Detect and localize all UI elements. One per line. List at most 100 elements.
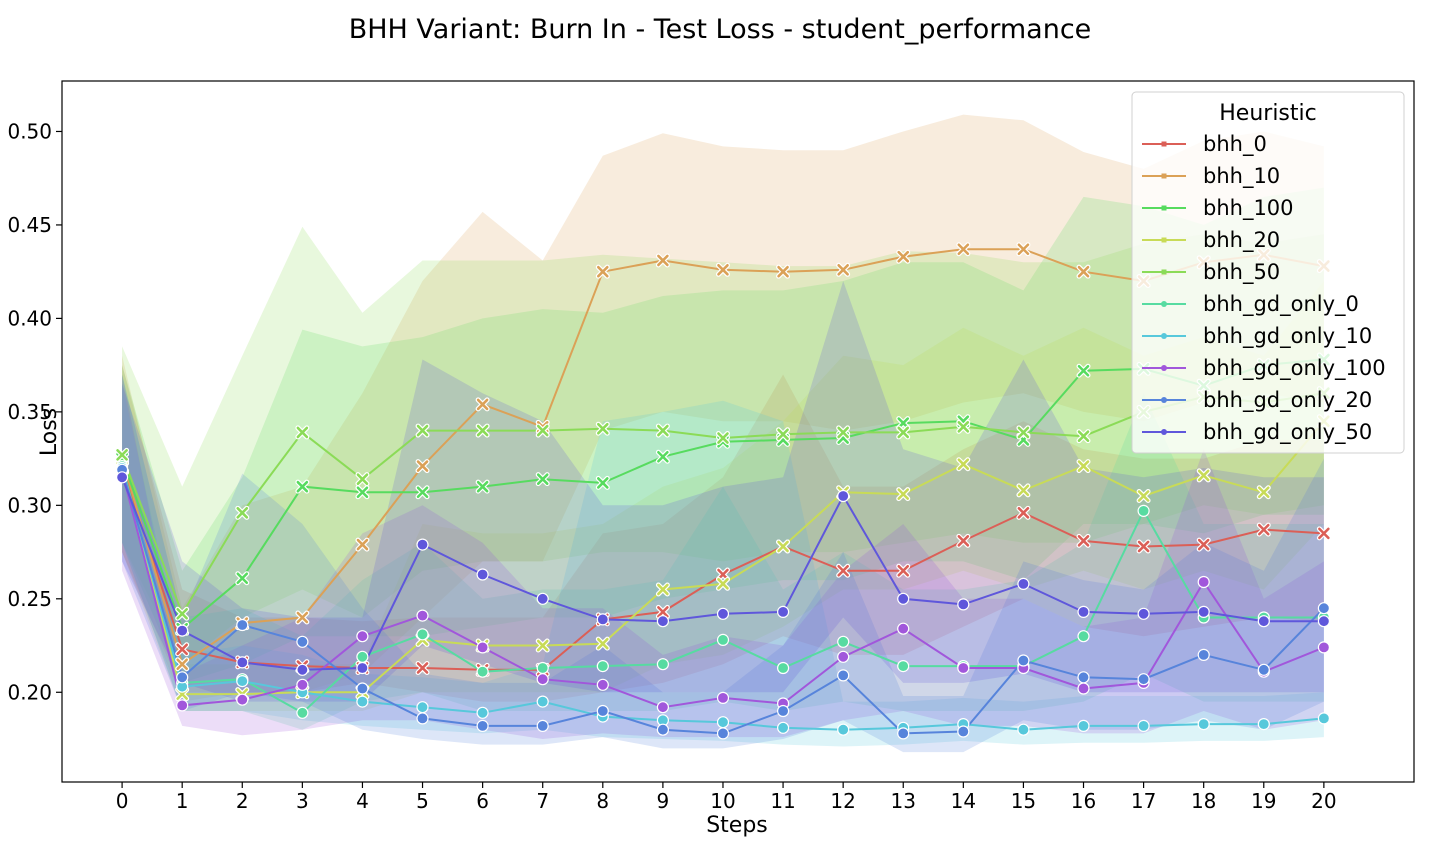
- point-bhh_gd_only_10-10: [716, 716, 730, 729]
- point-bhh_0-9: [655, 604, 670, 619]
- x-tick-label: 16: [1071, 789, 1096, 813]
- point-bhh_10-10: [715, 262, 730, 277]
- point-bhh_50-6: [475, 423, 490, 438]
- point-bhh_10-11: [776, 264, 791, 279]
- point-bhh_20-11: [776, 539, 791, 554]
- point-bhh_10-5: [415, 459, 430, 474]
- point-bhh_0-12: [836, 563, 851, 578]
- legend-label: bhh_gd_only_100: [1203, 356, 1386, 381]
- point-bhh_50-7: [535, 423, 550, 438]
- band-bhh_gd_only_10: [122, 383, 1324, 747]
- band-bhh_10: [122, 114, 1324, 702]
- point-bhh_gd_only_10-20: [1317, 712, 1331, 725]
- legend-box: [1131, 91, 1405, 454]
- point-bhh_gd_only_10-4: [356, 695, 369, 708]
- point-bhh_0-18: [1196, 537, 1211, 552]
- y-tick-label: 0.25: [7, 587, 52, 611]
- point-bhh_50-11: [776, 427, 791, 442]
- point-bhh_gd_only_50-20: [1317, 615, 1331, 628]
- point-bhh_gd_only_10-2: [236, 674, 249, 688]
- y-tick-label: 0.20: [7, 680, 52, 704]
- legend-label: bhh_0: [1203, 132, 1267, 157]
- x-tick-label: 9: [657, 789, 670, 813]
- point-bhh_20-18: [1196, 468, 1211, 483]
- x-tick-label: 18: [1191, 789, 1216, 813]
- legend-label: bhh_10: [1203, 164, 1280, 189]
- point-bhh_20-19: [1256, 485, 1271, 500]
- point-bhh_gd_only_20-2: [236, 618, 249, 632]
- point-bhh_50-5: [415, 423, 430, 438]
- point-bhh_gd_only_50-14: [957, 598, 970, 611]
- point-bhh_gd_only_10-16: [1077, 719, 1090, 733]
- point-bhh_50-3: [295, 425, 310, 440]
- point-bhh_gd_only_0-4: [356, 650, 369, 663]
- legend-item-bhh_20: bhh_20: [1142, 228, 1280, 253]
- x-tick-label: 6: [476, 789, 489, 813]
- point-bhh_100-7: [535, 472, 550, 487]
- x-axis-label: Steps: [706, 813, 768, 838]
- x-tick-label: 0: [116, 789, 129, 813]
- y-tick-label: 0.40: [7, 306, 52, 330]
- point-bhh_gd_only_0-13: [897, 659, 910, 673]
- point-bhh_gd_only_50-6: [476, 568, 489, 581]
- point-bhh_10-15: [1016, 242, 1031, 257]
- point-bhh_0-17: [1136, 539, 1151, 554]
- y-tick-label: 0.50: [7, 119, 52, 143]
- y-axis-label: Loss: [37, 408, 62, 456]
- point-bhh_gd_only_100-13: [897, 622, 910, 635]
- point-bhh_gd_only_50-11: [776, 605, 790, 619]
- point-bhh_gd_only_50-15: [1017, 577, 1030, 591]
- point-bhh_gd_only_20-17: [1137, 673, 1150, 686]
- point-bhh_gd_only_100-4: [356, 630, 369, 643]
- y-axis: 0.20 0.25 0.30 0.35 0.40 0.45 0.50: [7, 119, 62, 704]
- x-tick-label: 11: [770, 789, 795, 813]
- point-bhh_20-14: [956, 457, 971, 472]
- point-bhh_gd_only_20-8: [596, 704, 609, 718]
- point-bhh_gd_only_100-1: [176, 699, 189, 712]
- point-bhh_10-14: [956, 242, 971, 257]
- x-tick-label: 1: [176, 789, 189, 813]
- point-bhh_gd_only_10-19: [1257, 717, 1270, 731]
- y-tick-label: 0.35: [7, 400, 52, 424]
- point-bhh_gd_only_50-3: [296, 663, 309, 676]
- point-bhh_gd_only_50-16: [1077, 605, 1090, 619]
- point-bhh_gd_only_10-12: [837, 723, 850, 736]
- point-bhh_gd_only_10-15: [1017, 723, 1030, 736]
- point-bhh_100-6: [475, 479, 490, 494]
- point-bhh_50-9: [655, 423, 670, 438]
- legend-item-bhh_gd_only_100: bhh_gd_only_100: [1142, 356, 1386, 381]
- point-bhh_gd_only_50-0: [115, 471, 129, 484]
- y-tick-label: 0.45: [7, 213, 52, 237]
- point-bhh_10-9: [655, 253, 670, 268]
- x-tick-label: 13: [891, 789, 916, 813]
- point-bhh_gd_only_20-16: [1077, 671, 1090, 684]
- x-tick-label: 4: [356, 789, 369, 813]
- point-bhh_gd_only_50-9: [656, 615, 670, 628]
- point-bhh_gd_only_50-19: [1257, 615, 1270, 628]
- x-tick-label: 3: [296, 789, 309, 813]
- point-bhh_50-12: [836, 425, 851, 440]
- legend-items: bhh_0 bhh_10 bhh_100 bhh_20 bhh_50 bhh_gd_onl…: [1142, 132, 1386, 445]
- x-tick-label: 14: [951, 789, 976, 813]
- point-bhh_gd_only_10-17: [1137, 719, 1150, 733]
- y-tick-label: 0.30: [7, 493, 52, 517]
- point-bhh_10-16: [1076, 264, 1091, 279]
- point-bhh_10-4: [355, 537, 370, 552]
- point-bhh_50-10: [715, 431, 730, 446]
- confidence-bands: [122, 114, 1324, 753]
- point-bhh_gd_only_0-6: [476, 665, 489, 678]
- point-bhh_gd_only_20-10: [716, 727, 730, 740]
- band-bhh_gd_only_50: [122, 281, 1324, 702]
- point-bhh_gd_only_20-18: [1197, 648, 1210, 662]
- point-bhh_gd_only_10-18: [1197, 717, 1210, 731]
- point-bhh_gd_only_0-5: [416, 628, 429, 641]
- point-bhh_100-3: [295, 479, 310, 494]
- point-bhh_gd_only_100-9: [656, 701, 670, 714]
- legend-label: bhh_20: [1203, 228, 1280, 253]
- x-axis: 0 1 2 3 4 5 6 7 8 9 10 11 12 13 14 15 16 17 18 19 20: [116, 782, 1337, 813]
- point-bhh_gd_only_100-12: [837, 650, 850, 663]
- point-bhh_gd_only_100-8: [596, 678, 609, 691]
- point-bhh_gd_only_20-7: [536, 719, 549, 733]
- point-bhh_gd_only_20-14: [957, 725, 970, 738]
